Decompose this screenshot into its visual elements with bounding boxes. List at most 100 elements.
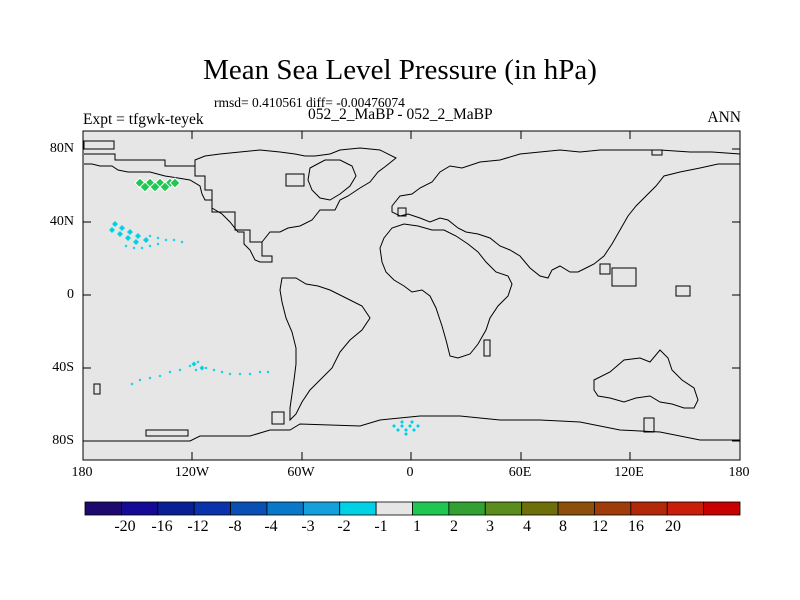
difference-label: 052_2_MaBP - 052_2_MaBP [308, 106, 493, 123]
colorbar-swatch [375, 501, 413, 516]
anomaly-marker [125, 235, 131, 241]
colorbar-label-m12: -12 [187, 518, 209, 535]
arctic-island [83, 140, 115, 150]
anomaly-marker [228, 372, 232, 376]
colorbar-swatch [120, 501, 159, 516]
anomaly-marker [199, 365, 205, 371]
madagascar [483, 339, 491, 357]
colorbar-swatch [230, 501, 268, 516]
australia-coast [593, 349, 699, 409]
colorbar-label-p3: 3 [486, 518, 494, 535]
anomaly-marker [172, 238, 176, 242]
colorbar-swatch [193, 501, 231, 516]
lat-label-0: 0 [67, 287, 74, 302]
colorbar-swatch [666, 501, 705, 516]
lon-label-120w: 120W [174, 465, 210, 480]
anomaly-marker [127, 229, 133, 235]
anomaly-marker [139, 181, 151, 193]
colorbar-label-m3: -3 [301, 518, 315, 535]
anomaly-marker [408, 424, 412, 428]
antarctica-coast [84, 415, 740, 442]
anomaly-marker [143, 237, 149, 243]
anomaly-marker [138, 378, 142, 382]
british-isles [397, 207, 407, 217]
axis-ticks [83, 131, 740, 460]
lon-label-0: 0 [406, 465, 414, 480]
colorbar-label-m16: -16 [151, 518, 173, 535]
anomaly-marker [164, 238, 168, 242]
anomaly-marker [159, 181, 171, 193]
papua [675, 285, 691, 297]
north-america-coast [84, 153, 273, 263]
anomaly-marker [396, 428, 400, 432]
experiment-label: Expt = tfgwk-teyek [83, 111, 204, 128]
arctic-island-east [651, 149, 663, 156]
anomaly-marker [148, 244, 152, 248]
anomaly-marker [248, 372, 252, 376]
rmsd-stats: rmsd= 0.410561 diff= -0.00476074 [214, 95, 405, 110]
anomaly-marker [112, 221, 118, 227]
lon-label-180w: 180 [71, 465, 93, 480]
anomaly-marker [168, 370, 172, 374]
anomaly-marker [119, 225, 125, 231]
season-label: ANN [707, 109, 741, 126]
lon-label-120e: 120E [614, 465, 644, 480]
sub-antarctic-island [93, 383, 101, 395]
anomaly-marker [204, 366, 208, 370]
anomaly-marker [148, 376, 152, 380]
colorbar-swatch [412, 501, 450, 516]
colorbar-label-m1: -1 [374, 518, 388, 535]
lat-label-40n: 40N [49, 214, 74, 229]
anomaly-marker [109, 227, 115, 233]
anomaly-marker [220, 370, 224, 374]
anomaly-marker [404, 428, 408, 432]
anomaly-marker [412, 428, 416, 432]
anomaly-marker [188, 364, 192, 368]
lon-label-60w: 60W [287, 465, 315, 480]
colorbar-label-p20: 20 [665, 518, 681, 535]
new-zealand [643, 417, 655, 433]
colorbar-swatch [84, 501, 122, 516]
anomaly-marker [392, 424, 396, 428]
anomaly-marker [149, 181, 161, 193]
colorbar-label-p4: 4 [523, 518, 531, 535]
colorbar-swatch [594, 501, 632, 516]
lat-label-80s: 80S [52, 433, 74, 448]
colorbar-swatch [703, 501, 741, 516]
colorbar-label-p8: 8 [559, 518, 567, 535]
anomaly-marker [130, 382, 134, 386]
anomaly-marker [140, 246, 144, 250]
colorbar-label-m2: -2 [337, 518, 351, 535]
colorbar-label-p1: 1 [413, 518, 421, 535]
indonesia [611, 267, 637, 287]
anomaly-marker [132, 246, 136, 250]
eurasia-coast [391, 149, 741, 279]
anomaly-marker [180, 240, 184, 244]
anomaly-marker [124, 244, 128, 248]
colorbar [84, 501, 741, 516]
anomaly-marker [196, 360, 200, 364]
canada-arctic-coast [194, 147, 397, 243]
colorbar-label-p12: 12 [592, 518, 608, 535]
anomaly-marker [400, 424, 404, 428]
anomaly-marker [410, 420, 414, 424]
anomaly-marker [194, 368, 198, 372]
lon-label-60e: 60E [508, 465, 532, 480]
anomaly-marker [178, 368, 182, 372]
colorbar-label-p2: 2 [450, 518, 458, 535]
colorbar-label-p16: 16 [628, 518, 644, 535]
anomaly-markers [109, 177, 420, 436]
anomaly-marker [156, 242, 160, 246]
anomaly-marker [238, 372, 242, 376]
colorbar-swatch [448, 501, 486, 516]
colorbar-swatch [266, 501, 304, 516]
colorbar-swatch [630, 501, 668, 516]
greenland-coast [307, 159, 357, 201]
anomaly-marker [169, 177, 181, 189]
anomaly-marker [148, 234, 152, 238]
anomaly-marker [117, 231, 123, 237]
anomaly-marker [258, 370, 262, 374]
colorbar-label-m8: -8 [228, 518, 242, 535]
colorbar-swatch [521, 501, 559, 516]
